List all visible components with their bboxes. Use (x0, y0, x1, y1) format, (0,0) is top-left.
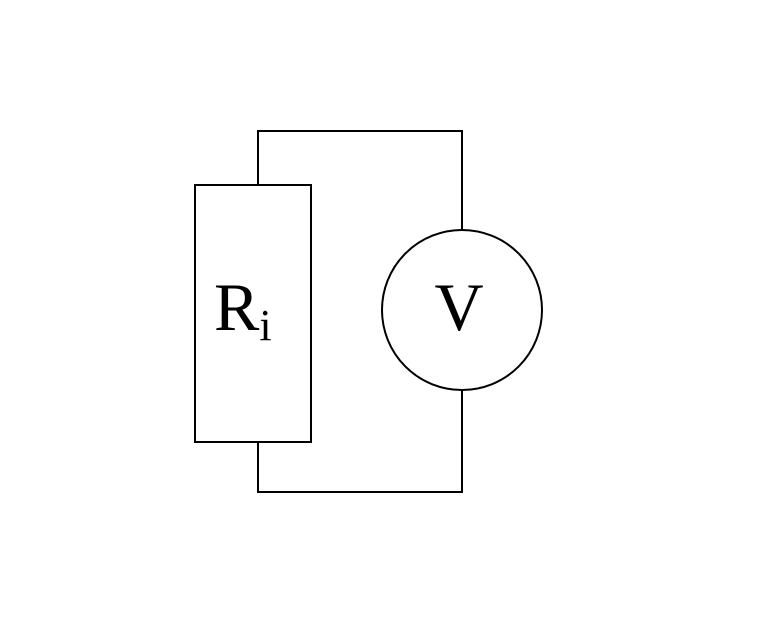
resistor-label: Ri (214, 269, 272, 350)
top-wire (257, 130, 463, 231)
bottom-wire (257, 390, 463, 493)
voltmeter-label: V (434, 269, 483, 345)
resistor (194, 184, 312, 443)
resistor-subscript: i (259, 301, 271, 350)
voltmeter (381, 229, 543, 391)
resistor-symbol: R (214, 269, 260, 345)
